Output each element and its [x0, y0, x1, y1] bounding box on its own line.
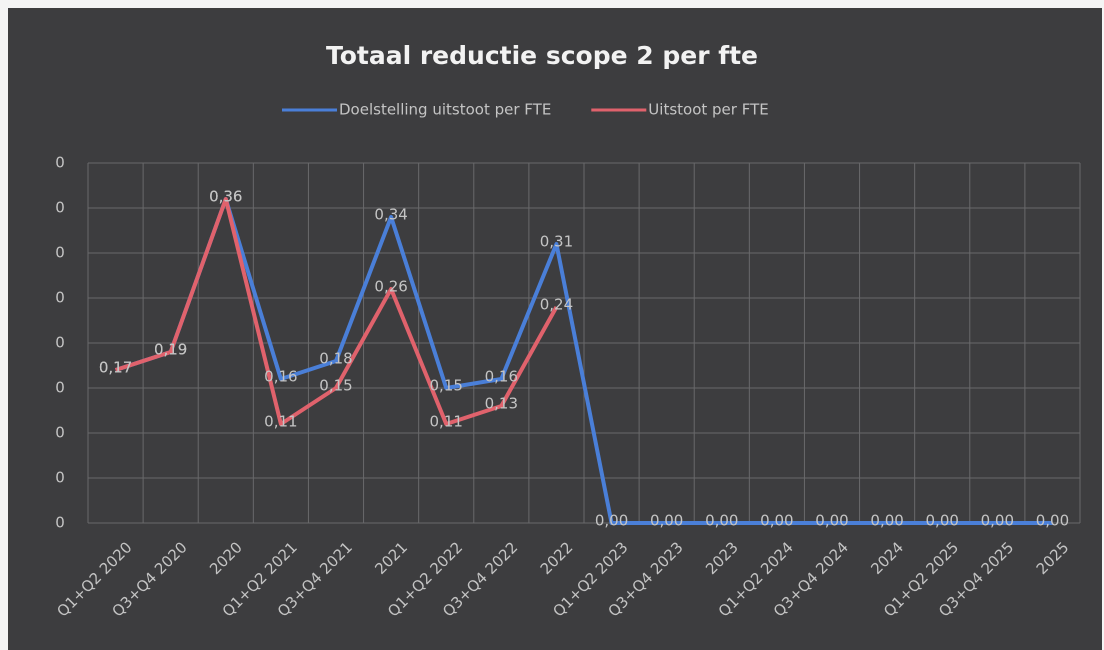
data-label: 0,19 — [154, 341, 187, 359]
data-label: 0,00 — [595, 512, 628, 530]
series-line — [114, 197, 1053, 525]
data-label: 0,26 — [374, 278, 407, 296]
data-label: 0,24 — [540, 296, 573, 314]
y-tick-label: 0 — [55, 424, 65, 442]
data-label: 0,16 — [485, 368, 518, 386]
data-label: 0,18 — [319, 350, 352, 368]
data-label: 0,00 — [1036, 512, 1069, 530]
data-label: 0,36 — [209, 188, 242, 206]
data-label: 0,31 — [540, 233, 573, 251]
data-label: 0,00 — [705, 512, 738, 530]
data-label: 0,13 — [485, 395, 518, 413]
data-label: 0,16 — [264, 368, 297, 386]
y-tick-label: 0 — [55, 334, 65, 352]
data-label: 0,00 — [650, 512, 683, 530]
data-label: 0,11 — [430, 413, 463, 431]
data-label: 0,17 — [99, 359, 132, 377]
data-label: 0,19 — [154, 341, 187, 359]
data-label: 0,36 — [209, 188, 242, 206]
legend-label: Doelstelling uitstoot per FTE — [339, 101, 551, 119]
y-tick-label: 0 — [55, 244, 65, 262]
chart-title: Totaal reductie scope 2 per fte — [326, 41, 758, 70]
chart-background — [8, 8, 1102, 650]
data-label: 0,15 — [319, 377, 352, 395]
data-label: 0,00 — [870, 512, 903, 530]
data-label: 0,00 — [760, 512, 793, 530]
y-tick-label: 0 — [55, 514, 65, 532]
legend-label: Uitstoot per FTE — [648, 101, 768, 119]
y-tick-label: 0 — [55, 289, 65, 307]
data-label: 0,17 — [99, 359, 132, 377]
y-tick-label: 0 — [55, 379, 65, 397]
y-tick-label: 0 — [55, 154, 65, 172]
data-label: 0,15 — [430, 377, 463, 395]
data-label: 0,00 — [815, 512, 848, 530]
y-tick-label: 0 — [55, 469, 65, 487]
data-label: 0,00 — [926, 512, 959, 530]
series-line — [114, 197, 559, 426]
y-tick-label: 0 — [55, 199, 65, 217]
data-label: 0,11 — [264, 413, 297, 431]
data-label: 0,34 — [374, 206, 407, 224]
data-label: 0,00 — [981, 512, 1014, 530]
